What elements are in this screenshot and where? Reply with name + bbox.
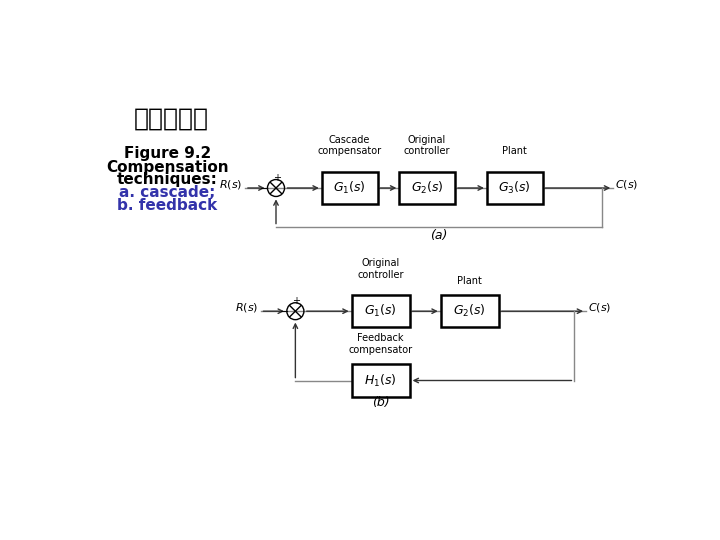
Bar [399,172,455,204]
Text: −: − [279,307,289,317]
Bar [487,172,543,204]
Text: Compensation: Compensation [106,160,229,175]
Text: $R(s)$: $R(s)$ [235,301,258,314]
Text: (b): (b) [372,396,390,409]
Text: Plant: Plant [503,146,527,157]
Text: $G_3(s)$: $G_3(s)$ [498,180,531,196]
Text: $G_2(s)$: $G_2(s)$ [410,180,444,196]
Text: $C(s)$: $C(s)$ [615,178,638,191]
Text: $R(s)$: $R(s)$ [220,178,243,191]
Text: Plant: Plant [457,276,482,286]
Text: $G_1(s)$: $G_1(s)$ [364,303,397,319]
Text: 補償器種類: 補償器種類 [134,107,209,131]
Text: Original
controller: Original controller [404,135,451,157]
Text: Figure 9.2: Figure 9.2 [124,146,211,161]
Text: $C(s)$: $C(s)$ [588,301,611,314]
Text: +: + [292,296,300,307]
Text: $G_1(s)$: $G_1(s)$ [333,180,366,196]
Text: $G_2(s)$: $G_2(s)$ [454,303,486,319]
Text: −: − [260,184,269,194]
Text: a. cascade;: a. cascade; [120,185,216,200]
Text: b. feedback: b. feedback [117,198,217,213]
Text: $H_1(s)$: $H_1(s)$ [364,373,397,389]
Text: Feedback
compensator: Feedback compensator [348,334,413,355]
Bar [441,295,499,327]
Text: techniques:: techniques: [117,172,218,187]
Bar [351,295,410,327]
Text: +: + [273,173,281,183]
Bar [322,172,377,204]
Text: (a): (a) [430,230,447,242]
Text: Cascade
compensator: Cascade compensator [318,135,382,157]
Bar [351,364,410,397]
Text: Original
controller: Original controller [357,258,404,280]
